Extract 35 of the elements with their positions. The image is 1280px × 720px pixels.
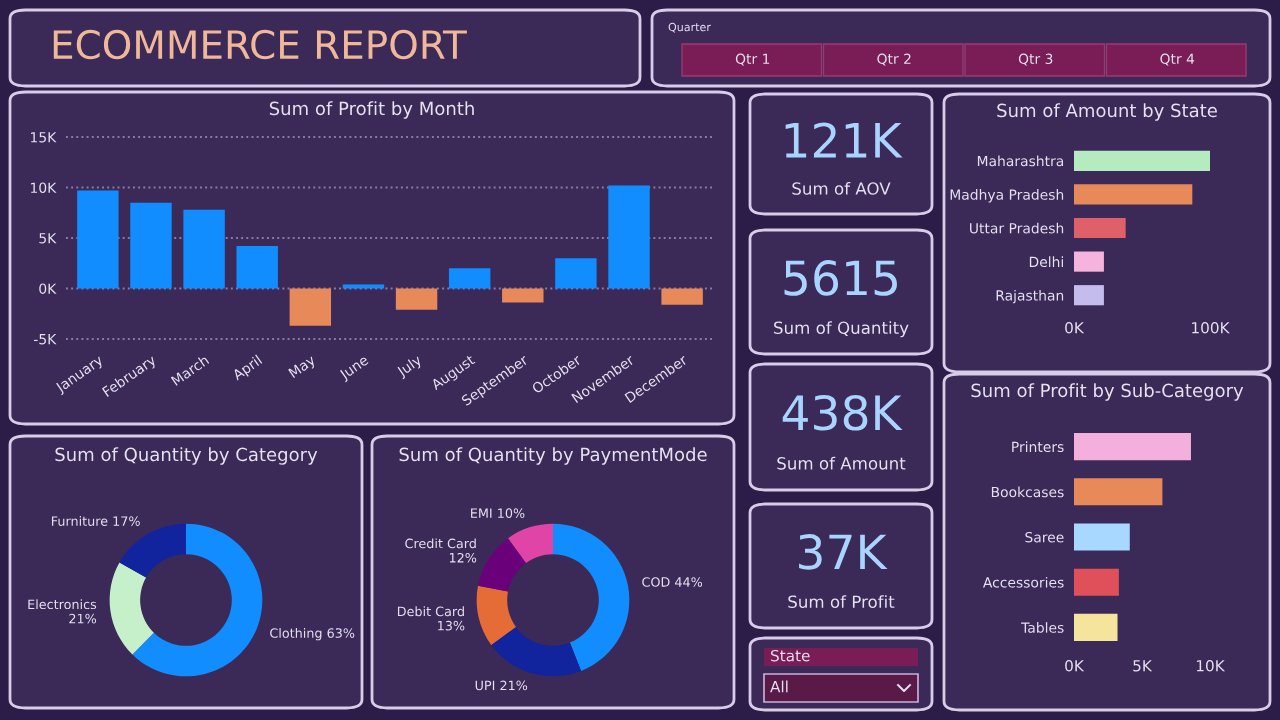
bar bbox=[236, 246, 278, 289]
text: 438K bbox=[782, 394, 903, 431]
bar bbox=[1074, 251, 1104, 272]
bar bbox=[1074, 150, 1210, 171]
bar bbox=[1074, 285, 1104, 306]
bar bbox=[130, 202, 172, 289]
text: Sum of Amount bbox=[777, 456, 906, 470]
bar bbox=[1074, 217, 1126, 239]
bar bbox=[77, 190, 119, 289]
chart-title: Sum of Profit by Month bbox=[269, 101, 474, 119]
chart-title: Sum of Quantity by PaymentMode bbox=[399, 447, 707, 465]
bar bbox=[448, 268, 491, 289]
bar bbox=[1074, 478, 1163, 506]
text: 5615 bbox=[784, 260, 897, 296]
bar bbox=[289, 288, 332, 326]
bar bbox=[555, 258, 597, 289]
text: 37K bbox=[799, 534, 888, 570]
chart-title: Sum of Quantity by Category bbox=[55, 447, 318, 465]
chart-title: Sum of Profit by Sub-Category bbox=[971, 383, 1244, 401]
bar bbox=[1074, 523, 1130, 551]
bar bbox=[1074, 433, 1191, 461]
text: Sum of Profit bbox=[788, 595, 895, 609]
bar bbox=[395, 288, 438, 310]
bar bbox=[1074, 184, 1193, 205]
text: Sum of AOV bbox=[792, 181, 891, 195]
chart-title: Sum of Amount by State bbox=[997, 103, 1217, 121]
text: Sum of Quantity bbox=[774, 321, 909, 338]
bar bbox=[1074, 568, 1119, 596]
bar bbox=[502, 288, 544, 303]
bar bbox=[1074, 613, 1118, 641]
bar bbox=[183, 209, 225, 289]
text: 121K bbox=[785, 122, 903, 158]
bar bbox=[661, 288, 703, 305]
text: ECOMMERCE REPORT bbox=[53, 29, 467, 60]
bar bbox=[608, 185, 650, 289]
